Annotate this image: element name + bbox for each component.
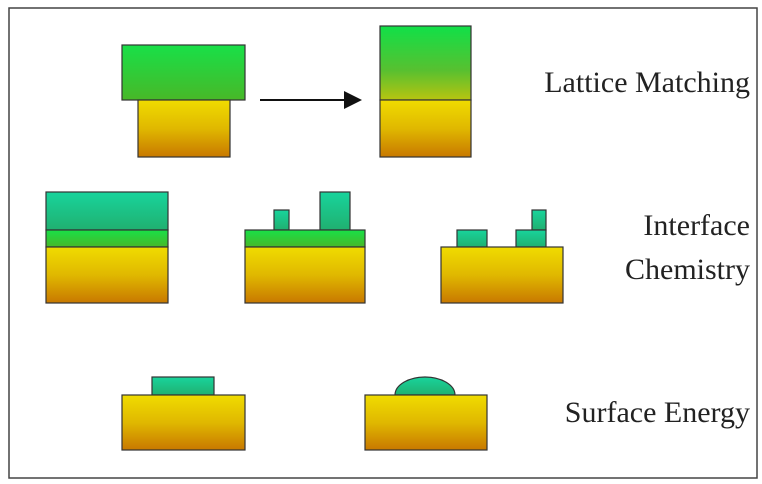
row-label: Chemistry [625,253,750,286]
surface-energy-illustration [122,377,487,450]
row-label: Interface [643,209,750,242]
lattice-matching-illustration [122,26,471,157]
row-label: Lattice Matching [544,66,750,99]
row-label: Surface Energy [565,396,750,429]
page: Lattice Matching Interface Chemistry Sur… [0,0,762,484]
diagram: Lattice Matching Interface Chemistry Sur… [0,0,762,484]
interface-chemistry-illustration [46,192,563,303]
